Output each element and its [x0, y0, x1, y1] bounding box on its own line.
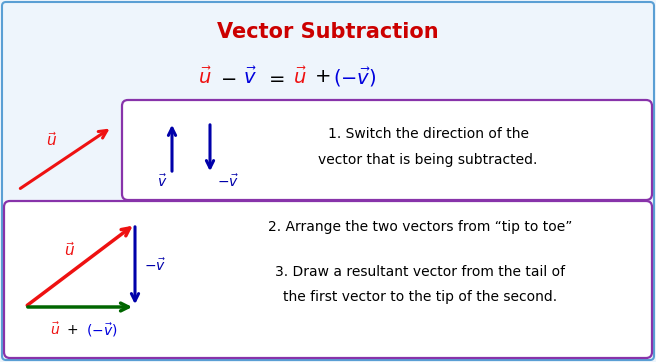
Text: $\vec{u}$: $\vec{u}$ — [293, 66, 307, 88]
Text: $\vec{u}$: $\vec{u}$ — [198, 66, 212, 88]
Text: $-\vec{v}$: $-\vec{v}$ — [217, 174, 239, 190]
Text: $\left(-\vec{v}\right)$: $\left(-\vec{v}\right)$ — [87, 321, 117, 339]
Text: Vector Subtraction: Vector Subtraction — [217, 22, 439, 42]
Text: $\vec{v}$: $\vec{v}$ — [243, 66, 257, 88]
Text: the first vector to the tip of the second.: the first vector to the tip of the secon… — [283, 290, 557, 304]
Text: $\vec{u}$: $\vec{u}$ — [64, 241, 75, 259]
FancyBboxPatch shape — [122, 100, 652, 200]
Text: $+$: $+$ — [66, 323, 78, 337]
Text: 3. Draw a resultant vector from the tail of: 3. Draw a resultant vector from the tail… — [275, 265, 565, 279]
Text: $\vec{u}$: $\vec{u}$ — [50, 322, 60, 338]
Text: 1. Switch the direction of the: 1. Switch the direction of the — [327, 127, 529, 141]
Text: 2. Arrange the two vectors from “tip to toe”: 2. Arrange the two vectors from “tip to … — [268, 220, 572, 234]
Text: $-\vec{v}$: $-\vec{v}$ — [144, 258, 166, 274]
Text: $-$: $-$ — [220, 67, 236, 87]
FancyBboxPatch shape — [4, 201, 652, 358]
Text: $\vec{u}$: $\vec{u}$ — [47, 131, 58, 149]
Text: $\vec{v}$: $\vec{v}$ — [157, 174, 167, 190]
Text: vector that is being subtracted.: vector that is being subtracted. — [318, 153, 538, 167]
Text: $+$: $+$ — [314, 67, 330, 87]
Text: $=$: $=$ — [265, 67, 285, 87]
Text: $\left(-\vec{v}\right)$: $\left(-\vec{v}\right)$ — [333, 66, 377, 89]
